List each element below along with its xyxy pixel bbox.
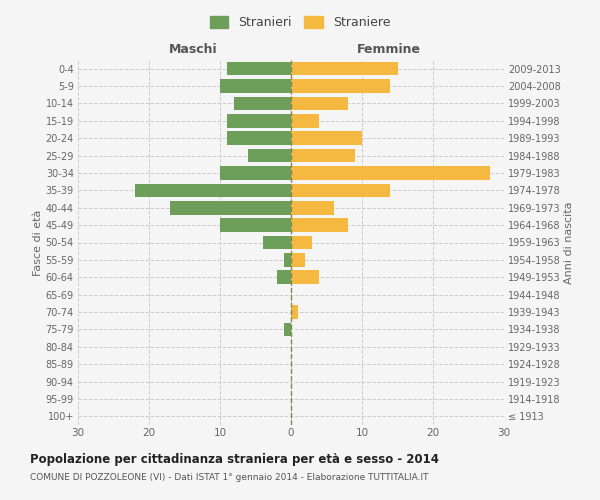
- Bar: [291, 270, 319, 284]
- Bar: [291, 218, 348, 232]
- Bar: [220, 80, 291, 93]
- Bar: [234, 96, 291, 110]
- Bar: [227, 62, 291, 76]
- Bar: [227, 114, 291, 128]
- Bar: [170, 201, 291, 214]
- Bar: [277, 270, 291, 284]
- Bar: [291, 236, 313, 250]
- Y-axis label: Anni di nascita: Anni di nascita: [563, 201, 574, 284]
- Bar: [291, 149, 355, 162]
- Bar: [135, 184, 291, 197]
- Bar: [291, 253, 305, 266]
- Bar: [291, 184, 391, 197]
- Bar: [263, 236, 291, 250]
- Text: Femmine: Femmine: [357, 44, 421, 57]
- Bar: [291, 166, 490, 180]
- Bar: [291, 80, 391, 93]
- Bar: [227, 132, 291, 145]
- Legend: Stranieri, Straniere: Stranieri, Straniere: [205, 11, 395, 34]
- Y-axis label: Fasce di età: Fasce di età: [32, 210, 43, 276]
- Bar: [291, 96, 348, 110]
- Bar: [291, 305, 298, 319]
- Text: COMUNE DI POZZOLEONE (VI) - Dati ISTAT 1° gennaio 2014 - Elaborazione TUTTITALIA: COMUNE DI POZZOLEONE (VI) - Dati ISTAT 1…: [30, 472, 428, 482]
- Bar: [284, 253, 291, 266]
- Bar: [248, 149, 291, 162]
- Text: Popolazione per cittadinanza straniera per età e sesso - 2014: Popolazione per cittadinanza straniera p…: [30, 452, 439, 466]
- Bar: [291, 201, 334, 214]
- Bar: [220, 166, 291, 180]
- Bar: [291, 62, 398, 76]
- Bar: [284, 322, 291, 336]
- Bar: [291, 132, 362, 145]
- Bar: [291, 114, 319, 128]
- Bar: [220, 218, 291, 232]
- Text: Maschi: Maschi: [169, 44, 217, 57]
